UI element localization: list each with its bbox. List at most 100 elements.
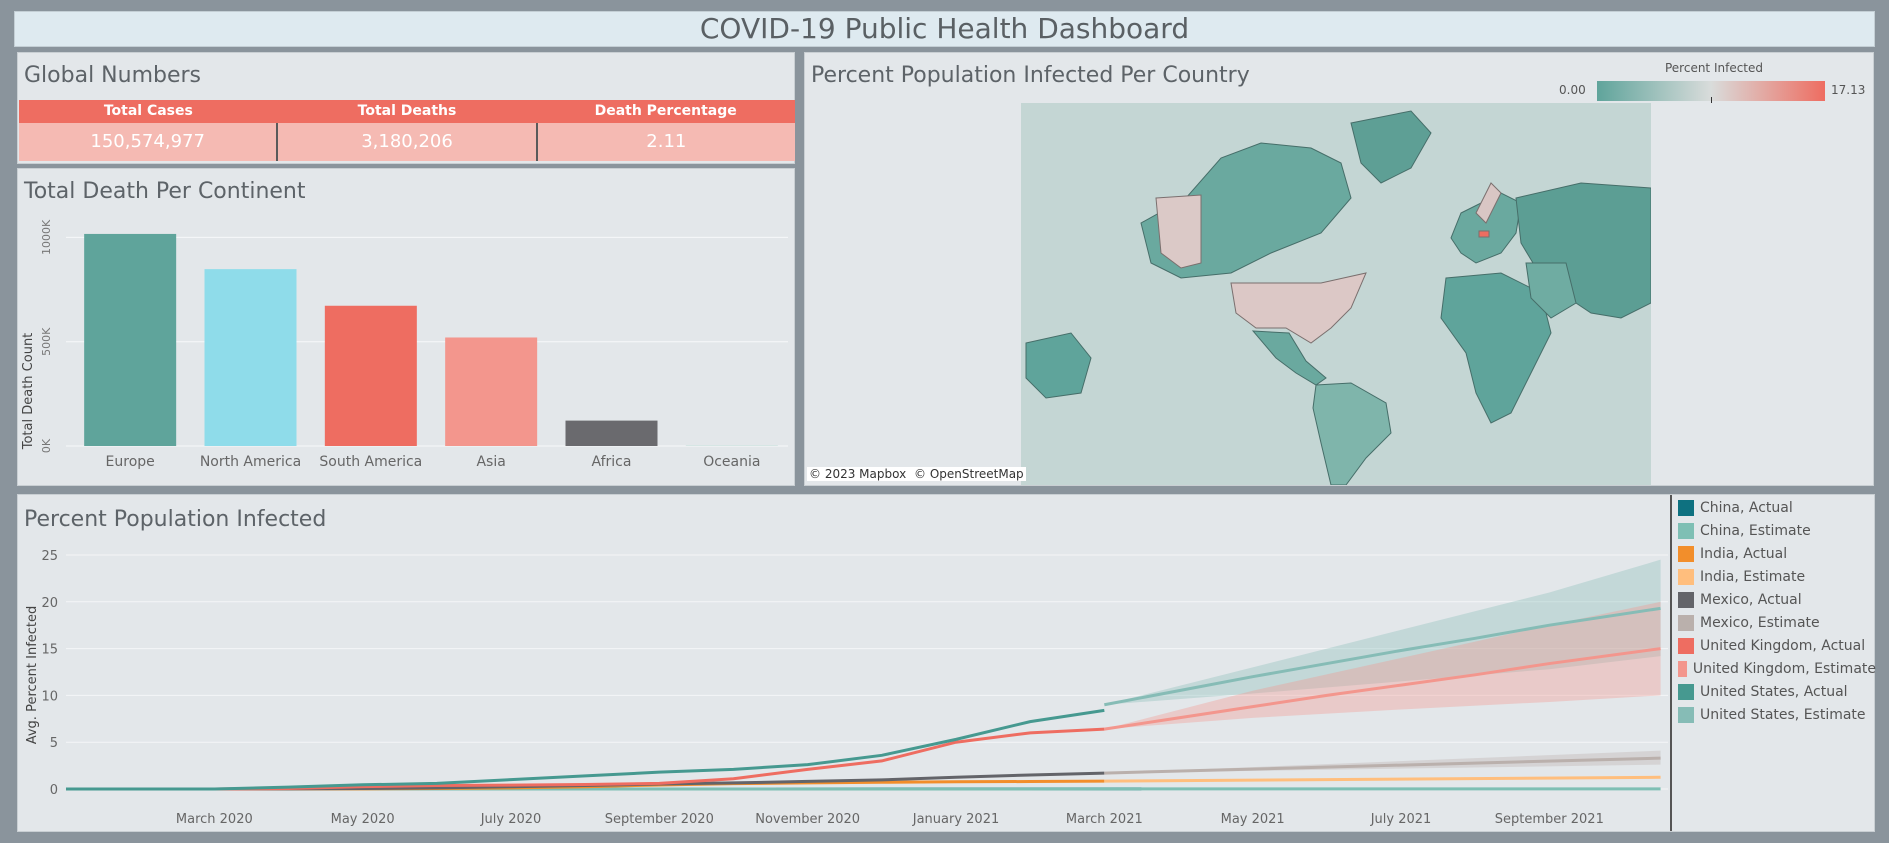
infected-line-chart: 0 5 10 15 20 25 March 2020 May 2020 July 2020 Se…: [25, 549, 1668, 827]
bar-y-tick-label: 0K: [40, 438, 53, 453]
legend-label: United Kingdom, Actual: [1700, 637, 1866, 654]
continent-bar-chart: 0K 500K 1000K Europe North America South Ame…: [21, 219, 788, 470]
legend-item[interactable]: United Kingdom, Actual: [1672, 634, 1876, 657]
legend-item[interactable]: Mexico, Estimate: [1672, 611, 1876, 634]
continent-label: Africa: [592, 454, 632, 470]
series-line[interactable]: [1104, 606, 1661, 707]
map-color-legend[interactable]: Percent Infected 0.00 17.13: [1559, 59, 1869, 107]
line-y-tick-label: 10: [41, 689, 58, 704]
line-x-tick-label: January 2021: [912, 812, 1000, 827]
legend-item[interactable]: United States, Estimate: [1672, 703, 1876, 726]
legend-title: Percent Infected: [1664, 61, 1764, 75]
legend-swatch: [1678, 522, 1694, 539]
total-deaths-value[interactable]: 3,180,206: [278, 123, 538, 161]
continent-label: Asia: [476, 454, 505, 470]
greenland-shape[interactable]: [1350, 110, 1432, 184]
continent-bar[interactable]: [565, 420, 658, 446]
bar-y-axis-label[interactable]: Total Death Count: [21, 333, 36, 451]
total-cases-value[interactable]: 150,574,977: [19, 123, 279, 161]
continent-label: South America: [319, 454, 422, 470]
legend-min: 0.00: [1559, 83, 1586, 97]
scandinavia-shape[interactable]: [1475, 182, 1502, 224]
global-numbers-title: Global Numbers: [24, 63, 202, 88]
legend-item[interactable]: India, Estimate: [1672, 565, 1876, 588]
legend-tick: [1711, 97, 1712, 103]
legend-swatch: [1678, 637, 1694, 654]
series-line[interactable]: [1104, 647, 1661, 731]
legend-swatch: [1678, 591, 1694, 608]
legend-item[interactable]: United Kingdom, Estimate: [1672, 657, 1876, 680]
mexico-central-america-shape[interactable]: [1251, 330, 1327, 386]
legend-label: Mexico, Estimate: [1700, 614, 1820, 631]
bar-y-tick-label: 500K: [40, 327, 53, 356]
legend-label: India, Estimate: [1700, 568, 1806, 585]
continent-bar[interactable]: [445, 337, 538, 446]
total-deaths-header: Total Deaths: [357, 103, 457, 119]
line-x-tick-label: July 2021: [1370, 812, 1432, 827]
africa-shape[interactable]: [1440, 272, 1552, 424]
legend-swatch: [1678, 499, 1694, 516]
forecast-band: [1104, 601, 1661, 730]
czechia-shape[interactable]: [1478, 230, 1490, 238]
legend-swatch: [1678, 660, 1687, 677]
line-x-tick-label: September 2021: [1495, 812, 1604, 827]
series-line[interactable]: [66, 708, 1105, 791]
line-y-tick-label: 15: [41, 643, 58, 658]
map-title: Percent Population Infected Per Country: [811, 63, 1250, 88]
legend-label: China, Actual: [1700, 499, 1793, 516]
continent-bar[interactable]: [324, 305, 417, 446]
continent-label: Europe: [106, 454, 155, 470]
continent-label: North America: [200, 454, 301, 470]
osm-attribution[interactable]: © OpenStreetMap: [914, 467, 1024, 481]
infected-line-title: Percent Population Infected: [24, 507, 327, 532]
legend-label: China, Estimate: [1700, 522, 1811, 539]
legend-item[interactable]: China, Estimate: [1672, 519, 1876, 542]
map-attribution: © 2023 Mapbox © OpenStreetMap: [807, 467, 1026, 481]
world-map[interactable]: [1021, 103, 1651, 485]
legend-item[interactable]: China, Actual: [1672, 496, 1876, 519]
total-cases-header: Total Cases: [103, 103, 193, 119]
death-percentage-header: Death Percentage: [594, 103, 737, 119]
legend-item[interactable]: India, Actual: [1672, 542, 1876, 565]
line-x-tick-label: March 2020: [176, 812, 253, 827]
series-line[interactable]: [66, 727, 1105, 791]
kpi-value-row: 150,574,977 3,180,206 2.11: [19, 123, 795, 161]
legend-max: 17.13: [1831, 83, 1866, 97]
series-line[interactable]: [1104, 775, 1661, 783]
legend-item[interactable]: United States, Actual: [1672, 680, 1876, 703]
line-x-tick-label: September 2020: [605, 812, 714, 827]
line-x-tick-label: May 2020: [331, 812, 395, 827]
line-x-tick-label: March 2021: [1066, 812, 1143, 827]
legend-swatch: [1678, 545, 1694, 562]
alaska-shape[interactable]: [1155, 194, 1202, 269]
line-x-tick-label: November 2020: [755, 812, 860, 827]
europe-shape[interactable]: [1450, 192, 1522, 264]
legend-gradient: [1597, 81, 1825, 101]
map-panel: Percent Population Infected Per Country …: [804, 52, 1874, 486]
legend-swatch: [1678, 568, 1694, 585]
line-y-axis-label: Avg. Percent Infected: [25, 606, 40, 745]
legend-swatch: [1678, 706, 1694, 723]
legend-swatch: [1678, 683, 1694, 700]
death-percentage-value[interactable]: 2.11: [646, 131, 687, 152]
asia-shape[interactable]: [1515, 182, 1651, 319]
bar-y-tick-label: 1000K: [40, 219, 53, 255]
legend-item[interactable]: Mexico, Actual: [1672, 588, 1876, 611]
legend-label: United States, Estimate: [1700, 706, 1866, 723]
line-y-tick-label: 0: [50, 783, 58, 798]
usa-shape[interactable]: [1230, 272, 1367, 344]
line-y-tick-label: 5: [50, 736, 58, 751]
global-numbers-panel: Global Numbers Total Cases Total Deaths …: [17, 52, 795, 164]
series-line[interactable]: [1104, 756, 1661, 775]
legend-label: United Kingdom, Estimate: [1692, 660, 1876, 677]
south-america-shape[interactable]: [1312, 382, 1392, 485]
australia-shape[interactable]: [1025, 332, 1092, 399]
mapbox-attribution[interactable]: © 2023 Mapbox: [809, 467, 907, 481]
middle-east-shape[interactable]: [1525, 262, 1577, 319]
series-legend: China, Actual China, Estimate India, Actua…: [1670, 495, 1876, 831]
continent-bar[interactable]: [204, 269, 297, 446]
continent-deaths-title: Total Death Per Continent: [24, 179, 306, 204]
continent-bar[interactable]: [84, 233, 177, 446]
continent-deaths-panel: Total Death Per Continent 0K 500K 1000K Eu…: [17, 168, 795, 486]
legend-label: India, Actual: [1700, 545, 1788, 562]
